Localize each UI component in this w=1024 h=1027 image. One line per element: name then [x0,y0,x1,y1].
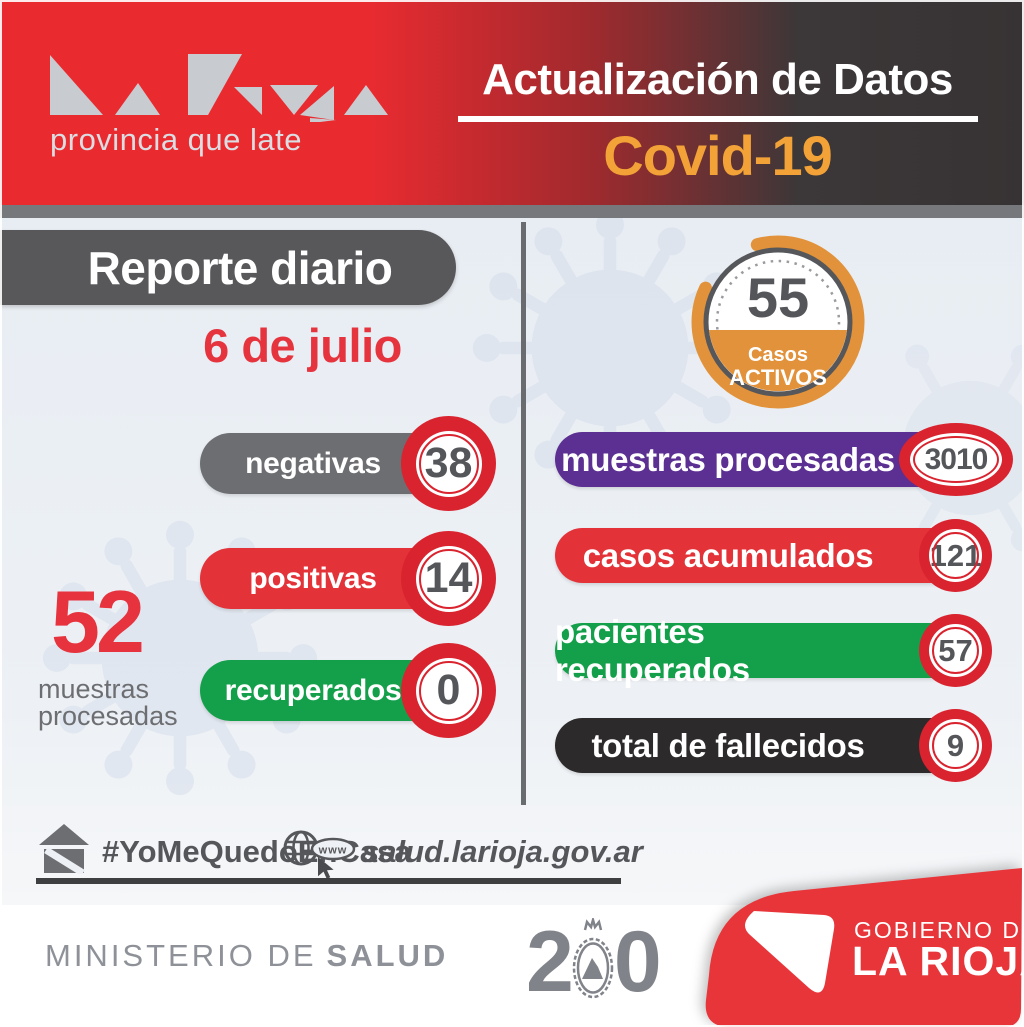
bicentennial-digit: 0 [613,914,662,1010]
stat-value-badge: 57 [919,614,992,687]
bicentennial-emblem-icon [572,918,614,999]
stat-pill-casos-acumulados: casos acumulados 121 [555,519,992,592]
government-line1: GOBIERNO DE [854,917,1024,943]
www-label: www [318,845,348,857]
report-title-badge: Reporte diario [0,230,456,305]
stat-label: casos acumulados [582,536,874,574]
column-divider [521,222,526,805]
website-globe-icon: www [283,830,356,879]
stat-pill-positivas: positivas 14 [200,531,496,626]
stat-value: 14 [415,545,482,612]
samples-label-line2: procesadas [38,701,178,731]
page-title: Actualización de Datos [482,55,953,104]
website-url: salud.larioja.gov.ar [362,834,643,869]
stat-value-badge: 38 [401,416,496,511]
hashtag-text: #YoMeQuedoEnCasa [102,834,412,869]
samples-label-line1: muestras [38,674,150,704]
stat-value: 38 [415,430,482,497]
government-badge: GOBIERNO DE LA RIOJA [705,868,1024,1027]
stat-value-badge: 9 [919,709,992,782]
report-date: 6 de julio [203,319,402,372]
active-cases-label-line1: Casos [748,344,808,366]
government-line2: LA RIOJA [852,938,1024,984]
stat-pill-recuperados: recuperados 0 [200,643,496,738]
stat-value-badge: 121 [919,519,992,592]
active-cases-label-line2: ACTIVOS [729,365,827,390]
stat-pill-negativas: negativas 38 [200,416,496,511]
bicentennial-digit: 2 [526,914,574,1010]
samples-label: muestras procesadas [38,676,178,730]
stat-value: 0 [415,657,482,724]
stat-value: 3010 [910,433,1002,486]
footer-divider-line [36,878,621,884]
active-cases-value: 55 [747,266,809,329]
stat-label: muestras procesadas [561,440,895,478]
virus-watermark-icon [42,520,318,796]
title-underline [457,116,978,122]
stat-label: pacientes recuperados [555,612,750,688]
stat-label: total de fallecidos [591,726,865,764]
ministry-prefix: MINISTERIO DE [45,938,317,973]
ministry-name: SALUD [326,938,449,973]
samples-count: 52 [51,572,145,671]
stat-pill-total-fallecidos: total de fallecidos 9 [555,709,992,782]
ministry-label: MINISTERIO DE SALUD [45,938,448,974]
stat-value-badge: 3010 [899,423,1013,496]
stay-home-icon [39,824,89,874]
stat-pill-muestras-procesadas: muestras procesadas 3010 [555,423,1013,496]
header-bottom-strip [0,205,1024,218]
bicentennial-logo: 2 0 [526,914,662,1010]
stat-value-badge: 0 [401,643,496,738]
stat-value: 9 [929,719,982,772]
content-area: Reporte diario 6 de julio negativas 38 p… [0,218,1024,905]
stat-label: recuperados [224,673,402,707]
stat-value: 121 [929,529,982,582]
active-cases-gauge: 55 Casos ACTIVOS [691,235,865,409]
header-banner: provincia que late Actualización de Dato… [0,0,1024,205]
la-rioja-logo-icon [50,54,388,122]
stat-label: negativas [245,446,381,480]
page-subtitle: Covid-19 [603,124,833,187]
government-triangle-logo [745,911,835,993]
stat-label: positivas [249,561,377,595]
stat-pill-pacientes-recuperados: pacientes recuperados 57 [555,613,992,688]
stat-value-badge: 14 [401,531,496,626]
header-title-block: Actualización de Datos Covid-19 [440,0,995,205]
stat-value: 57 [929,624,982,677]
brand-tagline: provincia que late [50,122,302,157]
